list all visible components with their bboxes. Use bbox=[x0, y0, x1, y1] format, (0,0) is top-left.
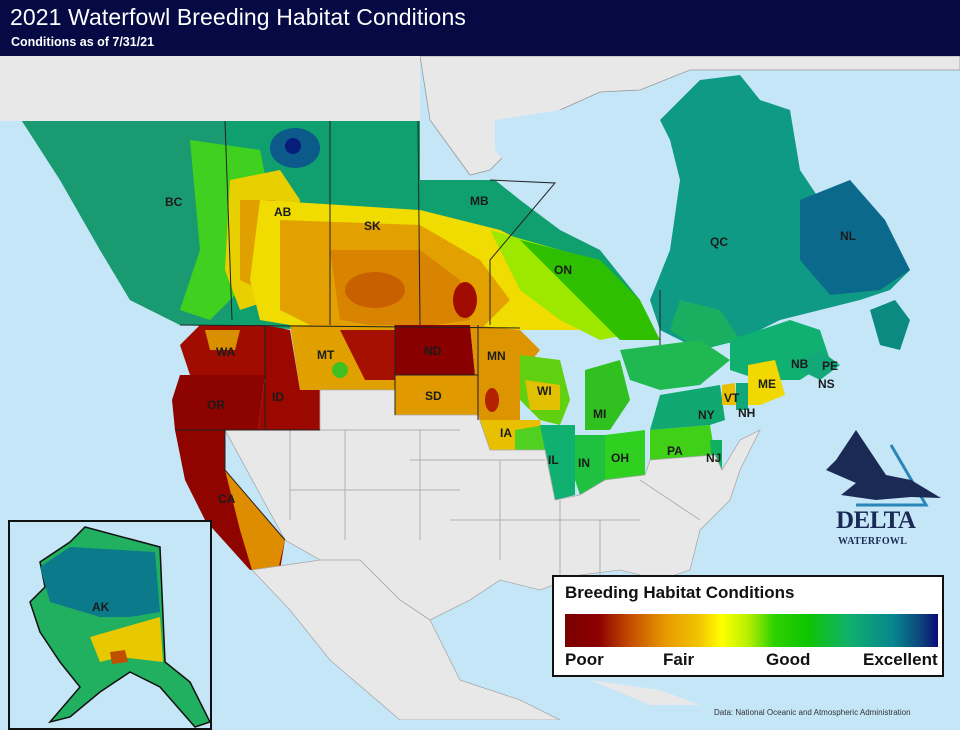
label-nd: ND bbox=[424, 344, 442, 358]
label-ab: AB bbox=[274, 205, 292, 219]
map-header: 2021 Waterfowl Breeding Habitat Conditio… bbox=[0, 0, 960, 56]
legend-label-excellent: Excellent bbox=[863, 650, 938, 669]
label-nh: NH bbox=[738, 406, 755, 420]
label-nj: NJ bbox=[706, 451, 721, 465]
label-on: ON bbox=[554, 263, 572, 277]
region-new-york bbox=[650, 385, 725, 430]
label-me: ME bbox=[758, 377, 776, 391]
label-mb: MB bbox=[470, 194, 489, 208]
region-south-dakota bbox=[395, 375, 478, 415]
label-oh: OH bbox=[611, 451, 629, 465]
label-nl: NL bbox=[840, 229, 856, 243]
duck-logo-icon bbox=[826, 430, 941, 507]
map-title: 2021 Waterfowl Breeding Habitat Conditio… bbox=[10, 4, 466, 30]
label-pa: PA bbox=[667, 444, 683, 458]
region-michigan bbox=[585, 360, 630, 430]
label-pe: PE bbox=[822, 359, 838, 373]
label-mt: MT bbox=[317, 348, 335, 362]
label-ns: NS bbox=[818, 377, 835, 391]
label-il: IL bbox=[548, 453, 559, 467]
region-indiana bbox=[575, 435, 605, 495]
alaska-inset: AK bbox=[8, 520, 212, 730]
label-ak: AK bbox=[92, 600, 110, 614]
region-idaho bbox=[258, 325, 320, 430]
habitat-map: BC AB SK MB ON QC NL NB PE NS WA OR CA I… bbox=[0, 56, 960, 720]
land-mexico bbox=[251, 559, 561, 720]
legend-label-good: Good bbox=[766, 650, 811, 669]
region-pennsylvania bbox=[650, 425, 715, 460]
region-vermont bbox=[722, 383, 736, 405]
alaska-map: AK bbox=[29, 526, 210, 728]
label-ny: NY bbox=[698, 408, 715, 422]
legend-label-fair: Fair bbox=[663, 650, 695, 669]
label-sk: SK bbox=[364, 219, 381, 233]
label-nb: NB bbox=[791, 357, 809, 371]
label-vt: VT bbox=[724, 391, 740, 405]
label-mn: MN bbox=[487, 349, 506, 363]
label-wi: WI bbox=[537, 384, 552, 398]
delta-waterfowl-logo: DELTA WATERFOWL bbox=[816, 425, 946, 560]
label-ca: CA bbox=[218, 492, 236, 506]
legend: Breeding Habitat Conditions Poor Fair Go… bbox=[552, 575, 944, 677]
region-ohio bbox=[605, 430, 645, 480]
region-illinois bbox=[540, 425, 575, 500]
region-new-hampshire bbox=[736, 383, 748, 410]
land-us-gray bbox=[224, 389, 761, 621]
label-qc: QC bbox=[710, 235, 728, 249]
region-north-dakota bbox=[395, 325, 475, 375]
legend-label-poor: Poor bbox=[565, 650, 604, 669]
label-bc: BC bbox=[165, 195, 183, 209]
label-mi: MI bbox=[593, 407, 606, 421]
legend-color-bar bbox=[565, 614, 938, 647]
label-in: IN bbox=[578, 456, 590, 470]
label-wa: WA bbox=[216, 345, 236, 359]
map-subtitle: Conditions as of 7/31/21 bbox=[11, 35, 155, 49]
label-sd: SD bbox=[425, 389, 442, 403]
legend-title: Breeding Habitat Conditions bbox=[565, 583, 795, 602]
label-id: ID bbox=[272, 390, 284, 404]
data-credit: Data: National Oceanic and Atmospheric A… bbox=[714, 708, 911, 717]
region-labels: BC AB SK MB ON QC NL NB PE NS WA OR CA I… bbox=[165, 194, 856, 506]
label-ia: IA bbox=[500, 426, 512, 440]
region-maine bbox=[748, 360, 785, 405]
label-or: OR bbox=[207, 398, 225, 412]
logo-subname: WATERFOWL bbox=[838, 536, 908, 547]
logo-name: DELTA bbox=[836, 507, 916, 534]
region-oregon bbox=[172, 375, 265, 430]
